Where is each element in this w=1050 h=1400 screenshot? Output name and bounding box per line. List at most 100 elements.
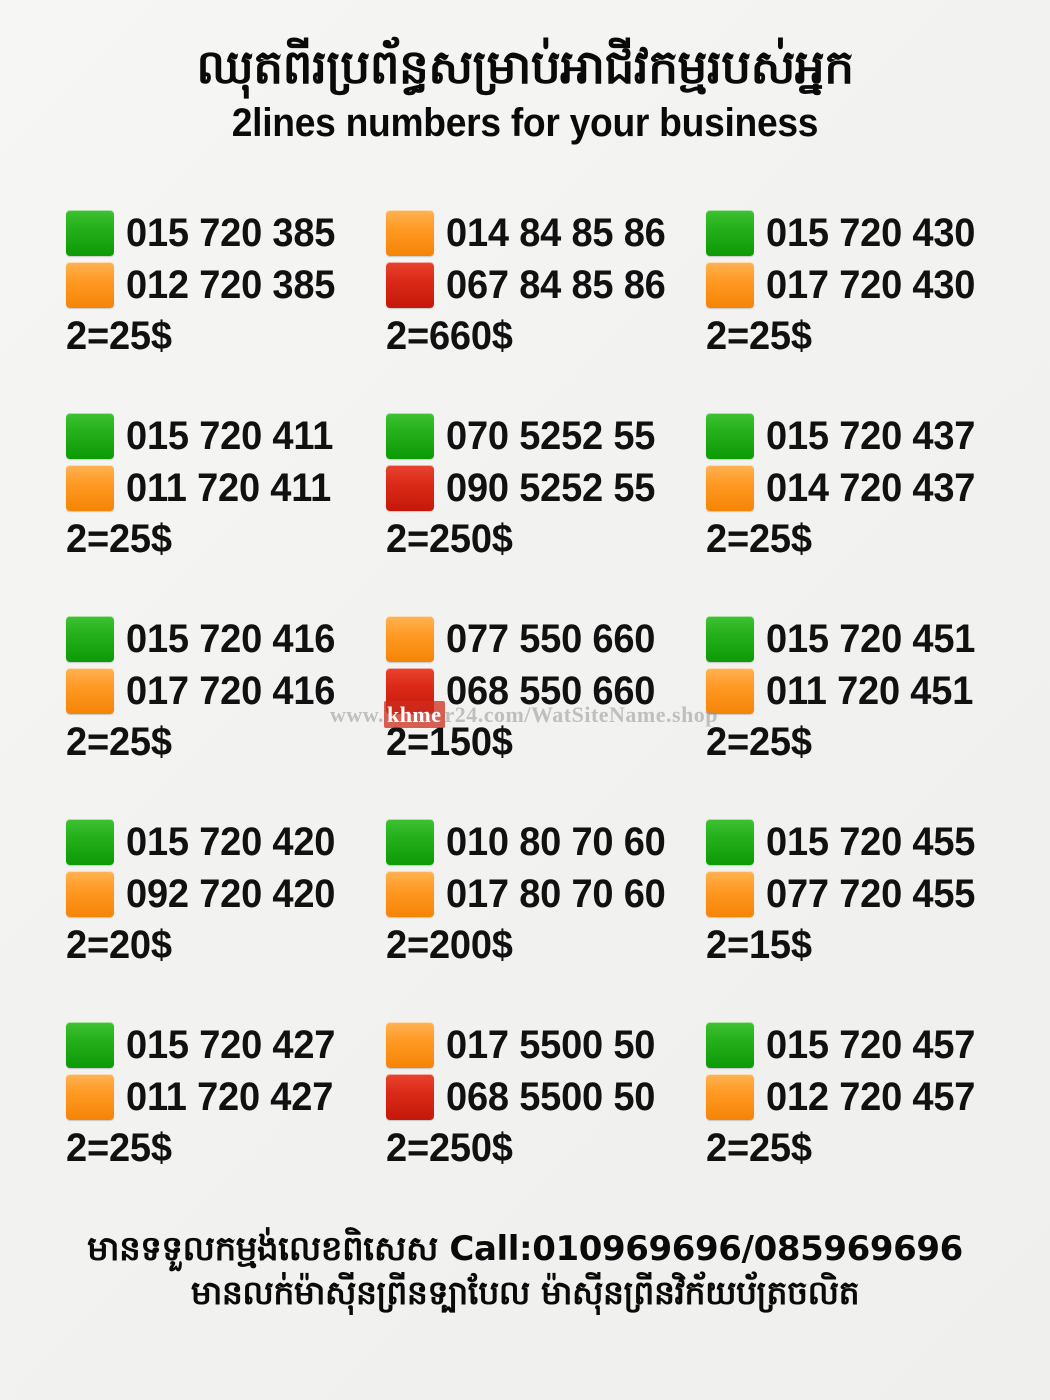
footer-services-line: មានលក់ម៉ាស៊ីនព្រីនទ្បាបែល ម៉ាស៊ីនព្រីនវិ… xyxy=(190,1272,860,1312)
price-label: 2=25$ xyxy=(66,1126,172,1170)
orange-square-icon xyxy=(66,1074,114,1120)
phone-number-line[interactable]: 015 720 411 xyxy=(66,411,386,461)
green-square-icon xyxy=(66,413,114,459)
green-square-icon xyxy=(66,210,114,256)
phone-number: 077 550 660 xyxy=(446,616,656,661)
phone-number: 015 720 420 xyxy=(126,819,336,864)
phone-number-line[interactable]: 015 720 427 xyxy=(66,1020,386,1070)
offer-cell[interactable]: 015 720 457 012 720 457 2=25$ xyxy=(706,1020,990,1223)
phone-number: 068 550 660 xyxy=(446,668,656,713)
offer-cell[interactable]: 015 720 455 077 720 455 2=15$ xyxy=(706,817,990,1020)
offer-cell[interactable]: 015 720 437 014 720 437 2=25$ xyxy=(706,411,990,614)
offer-cell[interactable]: 077 550 660 068 550 660 2=150$ xyxy=(386,614,706,817)
phone-number-line[interactable]: 015 720 455 xyxy=(706,817,990,867)
phone-number: 017 80 70 60 xyxy=(446,871,666,916)
phone-number: 090 5252 55 xyxy=(446,465,656,510)
offer-cell[interactable]: 015 720 420 092 720 420 2=20$ xyxy=(66,817,386,1020)
price-label: 2=25$ xyxy=(706,1126,812,1170)
offer-cell[interactable]: 070 5252 55 090 5252 55 2=250$ xyxy=(386,411,706,614)
phone-number-line[interactable]: 015 720 420 xyxy=(66,817,386,867)
green-square-icon xyxy=(66,819,114,865)
phone-number-line[interactable]: 067 84 85 86 xyxy=(386,260,706,310)
phone-number: 015 720 437 xyxy=(766,413,976,458)
footer-contact-line: មានទទួលកម្មង់លេខពិសេស Call:010969696/085… xyxy=(87,1229,963,1269)
offer-grid: 015 720 385 012 720 385 2=25$ 014 84 85 86 0… xyxy=(66,208,990,1223)
phone-number-line[interactable]: 077 550 660 xyxy=(386,614,706,664)
phone-number-line[interactable]: 011 720 427 xyxy=(66,1072,386,1122)
phone-number-line[interactable]: 017 720 430 xyxy=(706,260,990,310)
phone-number-line[interactable]: 014 720 437 xyxy=(706,463,990,513)
orange-square-icon xyxy=(386,210,434,256)
phone-number-line[interactable]: 015 720 437 xyxy=(706,411,990,461)
offer-cell[interactable]: 015 720 430 017 720 430 2=25$ xyxy=(706,208,990,411)
price-label: 2=25$ xyxy=(706,314,812,358)
red-square-icon xyxy=(386,465,434,511)
green-square-icon xyxy=(706,413,754,459)
phone-number: 011 720 451 xyxy=(766,668,974,713)
offer-cell[interactable]: 015 720 451 011 720 451 2=25$ xyxy=(706,614,990,817)
green-square-icon xyxy=(706,210,754,256)
phone-number: 015 720 430 xyxy=(766,210,976,255)
orange-square-icon xyxy=(66,871,114,917)
orange-square-icon xyxy=(386,1022,434,1068)
phone-number-line[interactable]: 068 550 660 xyxy=(386,666,706,716)
price-label: 2=25$ xyxy=(66,517,172,561)
price-label: 2=200$ xyxy=(386,923,513,967)
phone-number-line[interactable]: 077 720 455 xyxy=(706,869,990,919)
phone-number-line[interactable]: 017 720 416 xyxy=(66,666,386,716)
phone-number-line[interactable]: 014 84 85 86 xyxy=(386,208,706,258)
phone-number: 014 720 437 xyxy=(766,465,976,510)
orange-square-icon xyxy=(66,465,114,511)
offer-cell[interactable]: 017 5500 50 068 5500 50 2=250$ xyxy=(386,1020,706,1223)
red-square-icon xyxy=(386,1074,434,1120)
phone-number: 015 720 457 xyxy=(766,1022,976,1067)
phone-number: 015 720 427 xyxy=(126,1022,336,1067)
poster-footer: មានទទួលកម្មង់លេខពិសេស Call:010969696/085… xyxy=(0,1228,1050,1314)
phone-number: 067 84 85 86 xyxy=(446,262,666,307)
offer-cell[interactable]: 014 84 85 86 067 84 85 86 2=660$ xyxy=(386,208,706,411)
phone-number-line[interactable]: 070 5252 55 xyxy=(386,411,706,461)
phone-number-line[interactable]: 015 720 451 xyxy=(706,614,990,664)
phone-number-line[interactable]: 010 80 70 60 xyxy=(386,817,706,867)
offer-cell[interactable]: 015 720 411 011 720 411 2=25$ xyxy=(66,411,386,614)
orange-square-icon xyxy=(66,262,114,308)
phone-number: 012 720 457 xyxy=(766,1074,976,1119)
phone-number-line[interactable]: 015 720 430 xyxy=(706,208,990,258)
price-label: 2=250$ xyxy=(386,517,513,561)
phone-number-line[interactable]: 068 5500 50 xyxy=(386,1072,706,1122)
phone-number: 015 720 385 xyxy=(126,210,336,255)
phone-number-line[interactable]: 015 720 416 xyxy=(66,614,386,664)
green-square-icon xyxy=(66,1022,114,1068)
phone-number-line[interactable]: 017 5500 50 xyxy=(386,1020,706,1070)
phone-number-line[interactable]: 011 720 451 xyxy=(706,666,990,716)
phone-number-line[interactable]: 017 80 70 60 xyxy=(386,869,706,919)
price-label: 2=150$ xyxy=(386,720,513,764)
price-label: 2=25$ xyxy=(66,720,172,764)
offer-cell[interactable]: 015 720 385 012 720 385 2=25$ xyxy=(66,208,386,411)
green-square-icon xyxy=(706,819,754,865)
price-label: 2=25$ xyxy=(66,314,172,358)
phone-number-line[interactable]: 012 720 457 xyxy=(706,1072,990,1122)
phone-number-line[interactable]: 011 720 411 xyxy=(66,463,386,513)
phone-number: 077 720 455 xyxy=(766,871,976,916)
phone-number: 011 720 427 xyxy=(126,1074,334,1119)
price-label: 2=250$ xyxy=(386,1126,513,1170)
offer-cell[interactable]: 015 720 427 011 720 427 2=25$ xyxy=(66,1020,386,1223)
phone-number: 015 720 455 xyxy=(766,819,976,864)
price-label: 2=25$ xyxy=(706,517,812,561)
phone-number-line[interactable]: 092 720 420 xyxy=(66,869,386,919)
phone-number: 015 720 416 xyxy=(126,616,336,661)
phone-number-line[interactable]: 012 720 385 xyxy=(66,260,386,310)
phone-number-line[interactable]: 090 5252 55 xyxy=(386,463,706,513)
phone-number: 011 720 411 xyxy=(126,465,332,510)
page-title-khmer: ឈុតពីរប្រព័ន្ធសម្រាប់អាជីវកម្មរបស់អ្នក xyxy=(196,40,854,95)
offer-cell[interactable]: 010 80 70 60 017 80 70 60 2=200$ xyxy=(386,817,706,1020)
orange-square-icon xyxy=(706,1074,754,1120)
phone-number: 070 5252 55 xyxy=(446,413,656,458)
offer-cell[interactable]: 015 720 416 017 720 416 2=25$ xyxy=(66,614,386,817)
phone-number: 010 80 70 60 xyxy=(446,819,666,864)
phone-number-line[interactable]: 015 720 457 xyxy=(706,1020,990,1070)
phone-number-line[interactable]: 015 720 385 xyxy=(66,208,386,258)
orange-square-icon xyxy=(706,262,754,308)
